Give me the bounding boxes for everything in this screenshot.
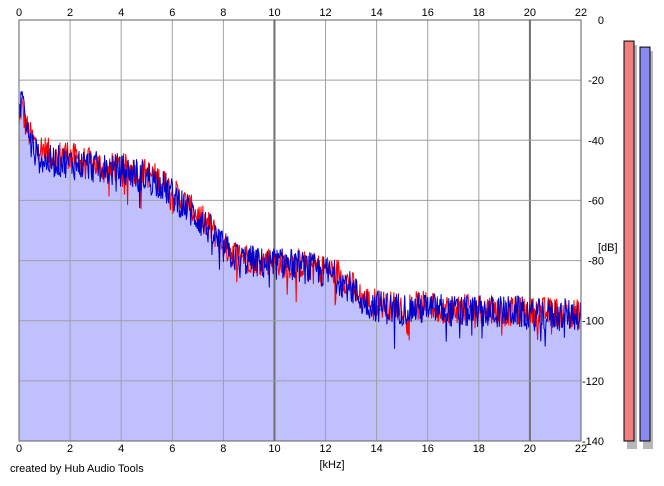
- y-tick-label: -120: [582, 376, 604, 388]
- y-axis-label: [dB]: [598, 242, 618, 254]
- y-tick-label: -40: [588, 135, 604, 147]
- x-tick-label-bottom: 14: [371, 443, 383, 455]
- x-tick-label-bottom: 6: [169, 443, 175, 455]
- x-axis-label: [kHz]: [319, 459, 344, 471]
- x-tick-label-top: 6: [169, 7, 175, 19]
- axis-layer: 002244668810101212141416161818202022220-…: [16, 7, 604, 455]
- level-meter-right: [639, 46, 651, 442]
- y-tick-label: -20: [588, 75, 604, 87]
- x-tick-label-bottom: 0: [16, 443, 22, 455]
- x-tick-label-bottom: 8: [220, 443, 226, 455]
- x-tick-label-top: 20: [524, 7, 536, 19]
- x-tick-label-top: 14: [371, 7, 383, 19]
- level-meters: [623, 40, 653, 450]
- x-tick-label-top: 10: [268, 7, 280, 19]
- x-tick-label-bottom: 2: [67, 443, 73, 455]
- x-tick-label-bottom: 20: [524, 443, 536, 455]
- y-tick-label: -60: [588, 195, 604, 207]
- x-tick-label-top: 18: [473, 7, 485, 19]
- x-tick-label-bottom: 4: [118, 443, 124, 455]
- x-tick-label-top: 8: [220, 7, 226, 19]
- series-layer: [18, 91, 582, 349]
- x-tick-label-top: 2: [67, 7, 73, 19]
- credit-text: created by Hub Audio Tools: [10, 463, 144, 475]
- y-tick-label: 0: [598, 15, 604, 27]
- x-tick-label-top: 16: [422, 7, 434, 19]
- series-blue: [18, 91, 582, 349]
- plot-border: [18, 19, 582, 442]
- y-tick-label: -100: [582, 316, 604, 328]
- y-tick-label: -80: [588, 256, 604, 268]
- x-tick-label-bottom: 18: [473, 443, 485, 455]
- x-tick-label-top: 12: [319, 7, 331, 19]
- x-tick-label-top: 0: [16, 7, 22, 19]
- x-tick-label-bottom: 10: [268, 443, 280, 455]
- x-tick-label-top: 22: [575, 7, 587, 19]
- x-tick-label-top: 4: [118, 7, 124, 19]
- x-tick-label-bottom: 12: [319, 443, 331, 455]
- level-meter-left: [623, 40, 635, 442]
- y-tick-label: -140: [582, 436, 604, 448]
- x-tick-label-bottom: 16: [422, 443, 434, 455]
- x-tick-label-bottom: 22: [575, 443, 587, 455]
